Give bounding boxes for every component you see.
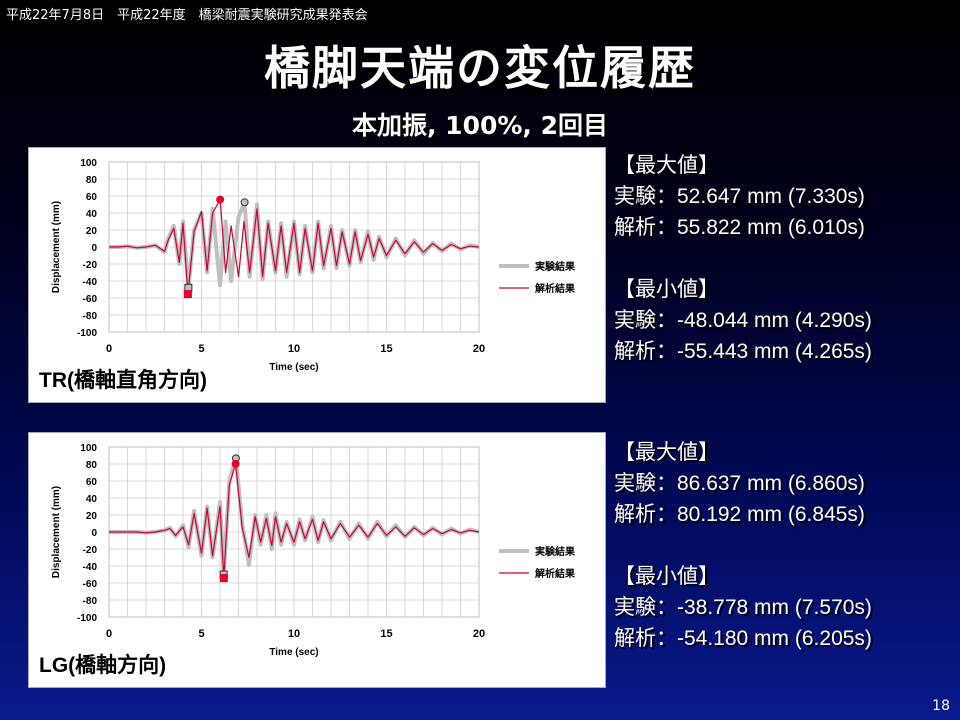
- max-ana: 解析：80.192 mm (6.845s): [614, 503, 865, 526]
- max-marker: [240, 198, 249, 207]
- x-axis-label: Time (sec): [269, 647, 318, 658]
- min-exp: 実験：-48.044 mm (4.290s): [614, 309, 872, 332]
- header-text: 平成22年7月8日 平成22年度 橋梁耐震実験研究成果発表会: [6, 8, 368, 23]
- max-exp: 実験：86.637 mm (6.860s): [614, 472, 865, 495]
- chart-panel-tr: 100 80 60 40 20 0 -20 -40 -60 -80 -100 0 5 10 15 20 Time…: [28, 147, 606, 403]
- y-tick-label: -80: [83, 311, 98, 322]
- min-ana: 解析：-55.443 mm (4.265s): [614, 340, 872, 363]
- y-tick-label: 100: [80, 443, 97, 454]
- min-exp: 実験：-38.778 mm (7.570s): [614, 596, 872, 619]
- max-marker: [216, 195, 225, 204]
- min-ana: 解析：-54.180 mm (6.205s): [614, 627, 872, 650]
- y-tick-label: 60: [86, 192, 98, 203]
- y-tick-label: -60: [83, 579, 98, 590]
- y-axis-label: Displacement (mm): [51, 201, 62, 293]
- x-tick-label: 20: [473, 628, 485, 640]
- y-tick-label: 20: [86, 226, 98, 237]
- y-tick-label: -40: [83, 277, 98, 288]
- chart-tr: 100 80 60 40 20 0 -20 -40 -60 -80 -100 0 5 10 15 20 Time…: [51, 158, 576, 373]
- legend-label: 解析結果: [535, 567, 576, 580]
- min-marker: [183, 290, 192, 299]
- y-tick-label: 0: [91, 528, 97, 539]
- x-tick-label: 0: [106, 343, 112, 355]
- y-tick-label: 80: [86, 175, 98, 186]
- legend-label: 実験結果: [535, 260, 576, 273]
- min-marker: [219, 574, 228, 583]
- legend-label: 実験結果: [535, 545, 576, 558]
- y-tick-label: 20: [86, 511, 98, 522]
- x-tick-label: 15: [380, 343, 392, 355]
- min-header: 【最小値】: [614, 565, 719, 588]
- x-tick-label: 5: [198, 343, 204, 355]
- y-tick-label: -20: [83, 545, 98, 556]
- stats-tr: 【最大値】 実験：52.647 mm (7.330s) 解析：55.822 mm…: [614, 150, 872, 367]
- y-tick-label: -80: [83, 596, 98, 607]
- chart-label-tr: TR(橋軸直角方向): [39, 369, 207, 392]
- y-axis-label: Displacement (mm): [51, 486, 62, 578]
- chart-panel-lg: 100 80 60 40 20 0 -20 -40 -60 -80 -100 0 5 10 15 20 Time…: [28, 432, 606, 688]
- chart-lg: 100 80 60 40 20 0 -20 -40 -60 -80 -100 0 5 10 15 20 Time…: [51, 443, 576, 658]
- series-line-analysis: [109, 463, 480, 579]
- y-tick-label: -20: [83, 260, 98, 271]
- x-tick-label: 0: [106, 628, 112, 640]
- max-header: 【最大値】: [614, 441, 719, 464]
- x-tick-label: 5: [198, 628, 204, 640]
- y-tick-label: -100: [77, 328, 97, 339]
- legend-label: 解析結果: [535, 282, 576, 295]
- series-line-analysis: [109, 199, 480, 295]
- y-tick-label: -60: [83, 294, 98, 305]
- y-tick-label: -100: [77, 613, 97, 624]
- min-header: 【最小値】: [614, 278, 719, 301]
- max-ana: 解析：55.822 mm (6.010s): [614, 216, 865, 239]
- page-number: 18: [932, 698, 950, 714]
- max-header: 【最大値】: [614, 154, 719, 177]
- y-tick-label: 40: [86, 209, 98, 220]
- chart-label-lg: LG(橋軸方向): [39, 654, 167, 677]
- y-tick-label: 40: [86, 494, 98, 505]
- x-tick-label: 10: [288, 343, 300, 355]
- page-title: 橋脚天端の変位履歴: [264, 41, 696, 95]
- x-tick-label: 15: [380, 628, 392, 640]
- y-tick-label: 0: [91, 243, 97, 254]
- x-tick-label: 10: [288, 628, 300, 640]
- y-tick-label: 100: [80, 158, 97, 169]
- max-exp: 実験：52.647 mm (7.330s): [614, 185, 865, 208]
- y-tick-label: -40: [83, 562, 98, 573]
- stats-lg: 【最大値】 実験：86.637 mm (6.860s) 解析：80.192 mm…: [614, 437, 872, 654]
- max-marker: [231, 459, 240, 468]
- page-subtitle: 本加振, 100%, 2回目: [351, 111, 609, 140]
- y-tick-label: 80: [86, 460, 98, 471]
- x-tick-label: 20: [473, 343, 485, 355]
- x-axis-label: Time (sec): [269, 362, 318, 373]
- y-tick-label: 60: [86, 477, 98, 488]
